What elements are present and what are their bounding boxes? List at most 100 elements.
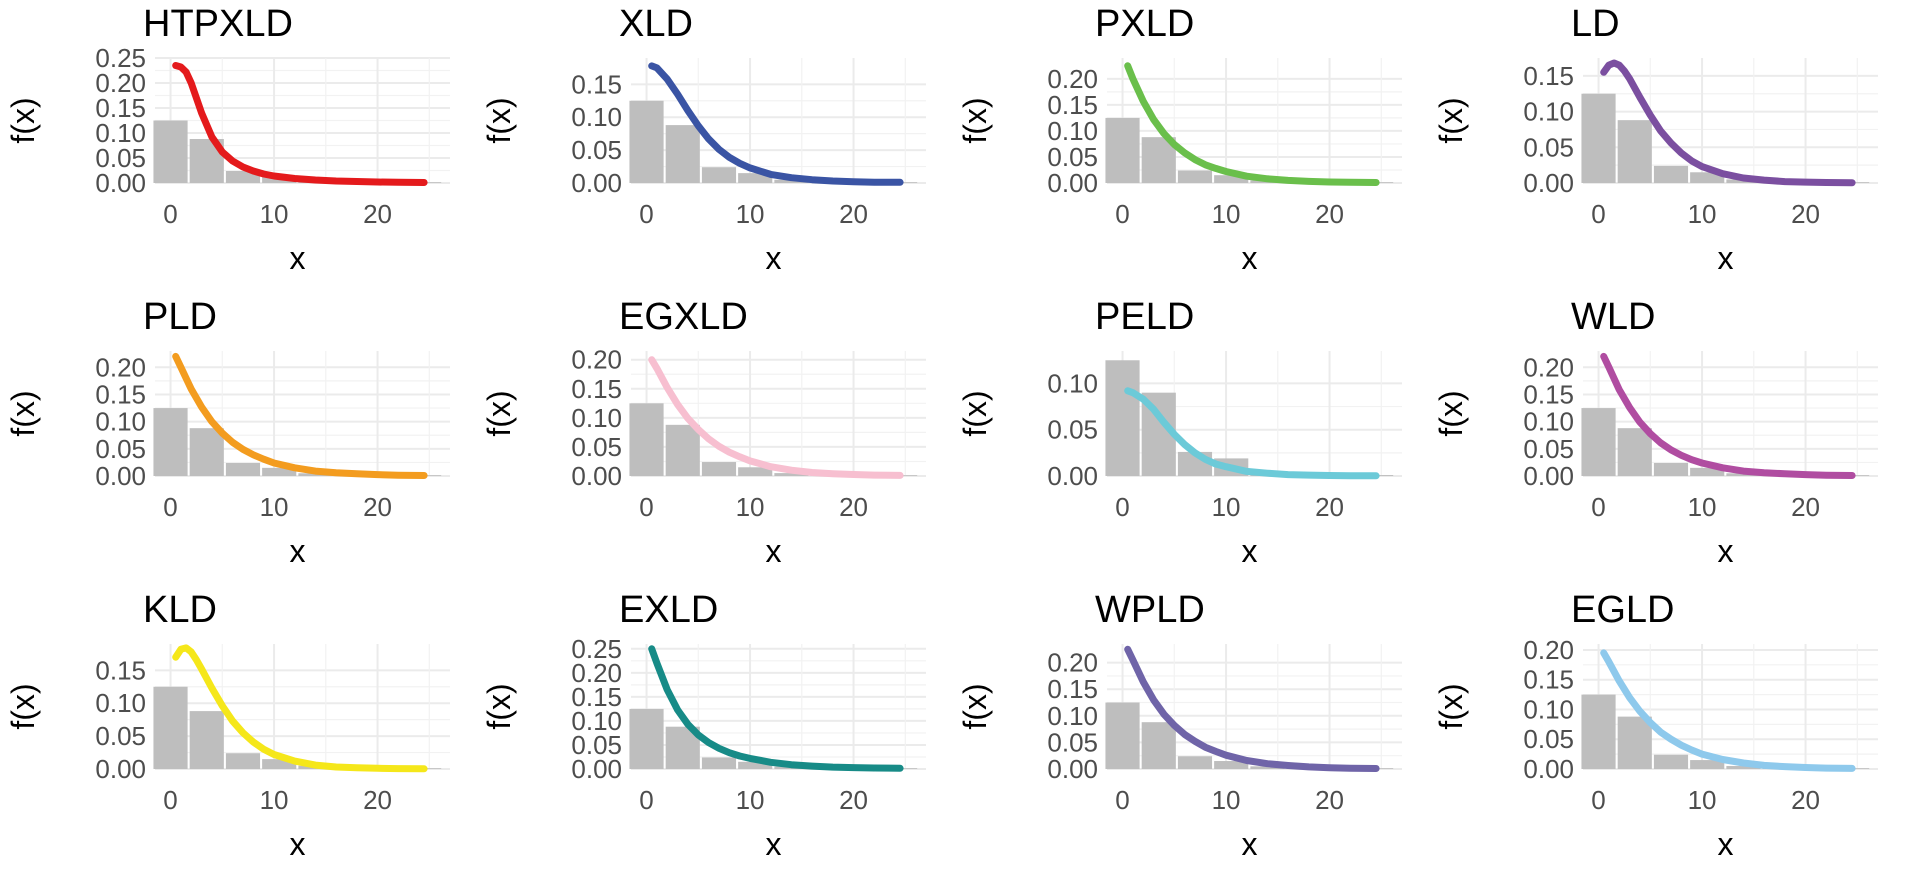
x-axis-title: x <box>290 533 306 569</box>
histogram-bar <box>1726 766 1761 769</box>
x-tick-label: 20 <box>839 785 868 815</box>
chart-title: WPLD <box>1095 589 1205 631</box>
chart-svg: LD 0.00 0.05 0.10 0.15 0 10 20 x f(x) <box>1433 3 1878 276</box>
x-tick-label: 10 <box>1212 785 1241 815</box>
chart-title: EGLD <box>1571 589 1674 631</box>
histogram-bar <box>225 753 261 769</box>
histogram-bar <box>1105 702 1140 769</box>
x-tick-label: 20 <box>1791 199 1820 229</box>
histogram-bar <box>1214 761 1249 769</box>
y-tick-label: 0.10 <box>1047 701 1098 731</box>
histogram-bar <box>1141 722 1176 769</box>
histogram-bar <box>665 424 700 476</box>
y-tick-label: 0.00 <box>571 461 622 491</box>
y-tick-label: 0.15 <box>95 379 146 409</box>
density-curve <box>1124 62 1380 186</box>
chart-title: HTPXLD <box>143 3 293 45</box>
y-tick-label: 0.00 <box>1047 461 1098 491</box>
y-tick-label: 0.05 <box>95 721 146 751</box>
y-tick-label: 0.05 <box>95 434 146 464</box>
histogram-bar <box>1690 467 1725 476</box>
histogram-bar <box>1653 754 1689 769</box>
chart-svg: WLD 0.000.050.100.150.20 0 10 20 x f(x) <box>1433 296 1878 569</box>
chart-panel: WLD 0.00 0.05 0.10 0.15 0.20 0 10 20 x f(x) <box>1428 293 1904 586</box>
x-tick-label: 20 <box>363 492 392 522</box>
histogram-bar <box>1653 462 1689 476</box>
chart-svg: EXLD 0.000.050.100.150.200.25 0 10 20 x f(x) <box>481 589 926 862</box>
histogram-bar <box>701 757 737 769</box>
x-tick-label: 10 <box>1688 785 1717 815</box>
chart-panel: EXLD 0.00 0.05 0.10 0.15 0.20 0.25 0 10 20 x f(x) <box>476 586 952 879</box>
y-tick-label: 0.05 <box>1523 724 1574 754</box>
y-tick-label: 0.05 <box>95 143 146 173</box>
x-tick-label: 20 <box>1315 199 1344 229</box>
chart-panel: WPLD 0.00 0.05 0.10 0.15 0.20 0 10 20 x f(x) <box>952 586 1428 879</box>
histogram-bar <box>665 125 700 183</box>
y-tick-label: 0.15 <box>1047 674 1098 704</box>
density-curve <box>648 645 904 772</box>
chart-svg: PELD 0.00 0.05 0.10 0 10 20 x f(x) <box>957 296 1402 569</box>
histogram-bar <box>774 179 809 183</box>
x-axis-title: x <box>1718 240 1734 276</box>
y-tick-label: 0.00 <box>571 168 622 198</box>
histogram-bar <box>1581 694 1616 769</box>
histogram-bar <box>1690 760 1725 769</box>
y-tick-label: 0.25 <box>571 634 622 664</box>
histogram-bar <box>1726 473 1761 476</box>
chart-svg: EGLD 0.000.050.100.150.20 0 10 20 x f(x) <box>1433 589 1878 862</box>
y-tick-label: 0.00 <box>1047 168 1098 198</box>
y-tick-label: 0.10 <box>1523 694 1574 724</box>
x-tick-label: 10 <box>736 785 765 815</box>
x-tick-label: 20 <box>839 492 868 522</box>
x-tick-label: 10 <box>1688 199 1717 229</box>
x-axis-title: x <box>766 533 782 569</box>
y-tick-label: 0.20 <box>95 68 146 98</box>
x-axis-title: x <box>766 826 782 862</box>
histogram-bar <box>701 462 737 476</box>
x-tick-label: 20 <box>1315 785 1344 815</box>
density-curve <box>1600 352 1856 479</box>
x-tick-label: 20 <box>363 199 392 229</box>
y-tick-label: 0.15 <box>1523 379 1574 409</box>
histogram-bar <box>262 759 297 769</box>
y-tick-label: 0.15 <box>95 93 146 123</box>
histogram-bar <box>1105 117 1140 183</box>
x-tick-label: 10 <box>736 492 765 522</box>
chart-svg: PLD 0.000.050.100.150.20 0 10 20 x f(x) <box>5 296 450 569</box>
chart-panel: EGXLD 0.00 0.05 0.10 0.15 0.20 0 10 20 x f(x) <box>476 293 952 586</box>
histogram-bar <box>153 408 188 476</box>
y-axis-title: f(x) <box>1433 683 1469 729</box>
x-tick-label: 20 <box>839 199 868 229</box>
histogram-bar <box>189 711 224 769</box>
y-tick-label: 0.20 <box>571 345 622 375</box>
y-axis-title: f(x) <box>957 390 993 436</box>
y-tick-label: 0.00 <box>1523 754 1574 784</box>
x-tick-label: 10 <box>1212 199 1241 229</box>
x-tick-label: 10 <box>736 199 765 229</box>
x-tick-label: 0 <box>639 785 653 815</box>
y-tick-label: 0.20 <box>1047 648 1098 678</box>
chart-svg: KLD 0.000.050.100.15 0 10 20 x f(x) <box>5 589 450 862</box>
x-tick-label: 0 <box>163 785 177 815</box>
chart-panel: PELD 0.00 0.05 0.10 0 10 20 x f(x) <box>952 293 1428 586</box>
x-tick-label: 0 <box>1591 492 1605 522</box>
y-tick-label: 0.00 <box>1523 461 1574 491</box>
histogram-bar <box>701 167 737 183</box>
chart-panel: EGLD 0.00 0.05 0.10 0.15 0.20 0 10 20 x f(x) <box>1428 586 1904 879</box>
histogram-bar <box>1690 172 1725 183</box>
density-curve <box>1600 59 1856 187</box>
x-axis-title: x <box>290 826 306 862</box>
histogram-bar <box>738 761 773 769</box>
y-tick-label: 0.10 <box>1523 97 1574 127</box>
chart-title: XLD <box>619 3 693 45</box>
chart-title: PELD <box>1095 296 1194 338</box>
x-tick-label: 0 <box>1115 492 1129 522</box>
y-tick-label: 0.15 <box>571 374 622 404</box>
y-tick-label: 0.15 <box>571 682 622 712</box>
x-axis-title: x <box>290 240 306 276</box>
y-tick-label: 0.10 <box>571 102 622 132</box>
y-tick-label: 0.20 <box>95 352 146 382</box>
y-tick-label: 0.10 <box>571 706 622 736</box>
chart-panel: LD 0.00 0.05 0.10 0.15 0 10 20 x f(x) <box>1428 0 1904 293</box>
